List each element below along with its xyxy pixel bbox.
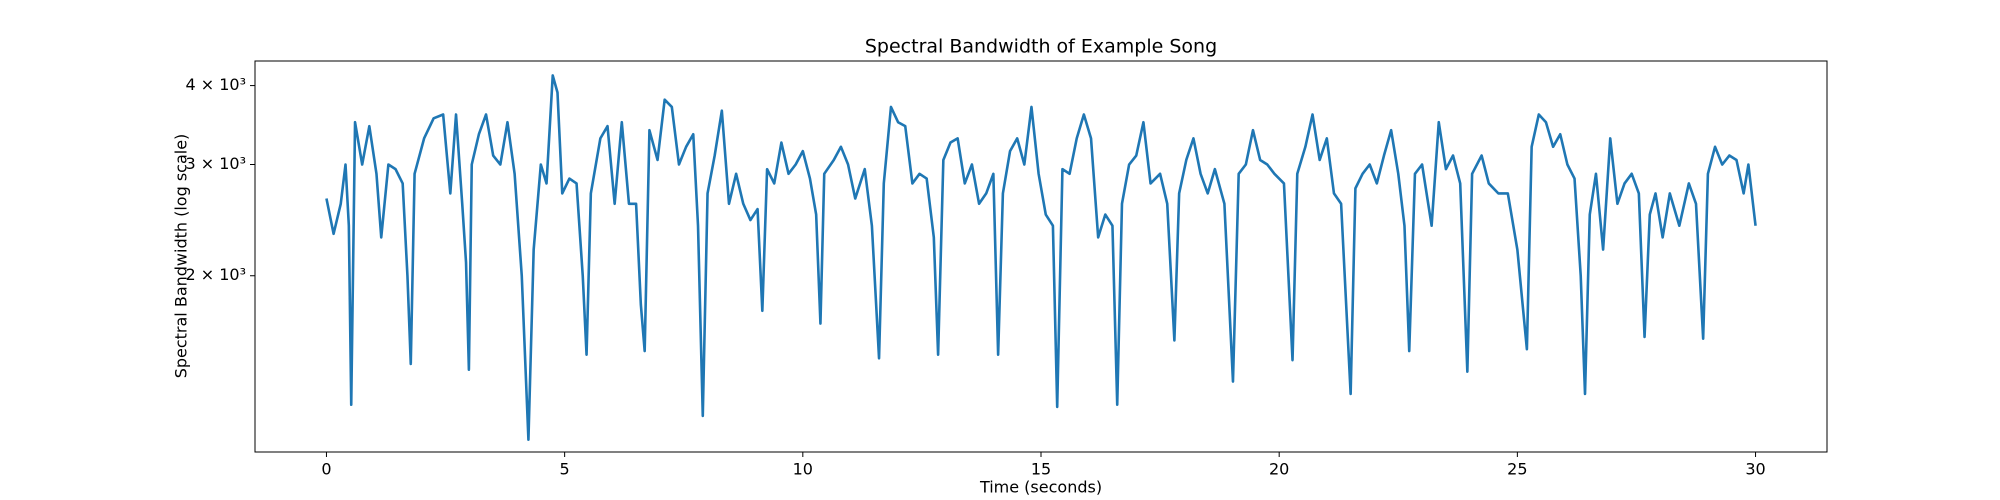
y-axis-label: Spectral Bandwidth (log scale): [172, 134, 191, 379]
x-tick-label: 20: [1269, 460, 1289, 479]
x-axis-label: Time (seconds): [979, 478, 1102, 497]
y-tick-label: 3 × 10³: [185, 154, 246, 173]
x-tick-label: 15: [1031, 460, 1051, 479]
x-tick-label: 30: [1745, 460, 1765, 479]
x-tick-label: 25: [1507, 460, 1527, 479]
y-tick-label: 4 × 10³: [185, 75, 246, 94]
x-tick-label: 0: [321, 460, 331, 479]
plot-frame: [254, 60, 1828, 453]
y-tick-label: 2 × 10³: [185, 265, 246, 284]
chart-title: Spectral Bandwidth of Example Song: [865, 36, 1217, 58]
x-tick-label: 10: [793, 460, 813, 479]
x-tick-label: 5: [560, 460, 570, 479]
data-line: [325, 74, 1757, 442]
